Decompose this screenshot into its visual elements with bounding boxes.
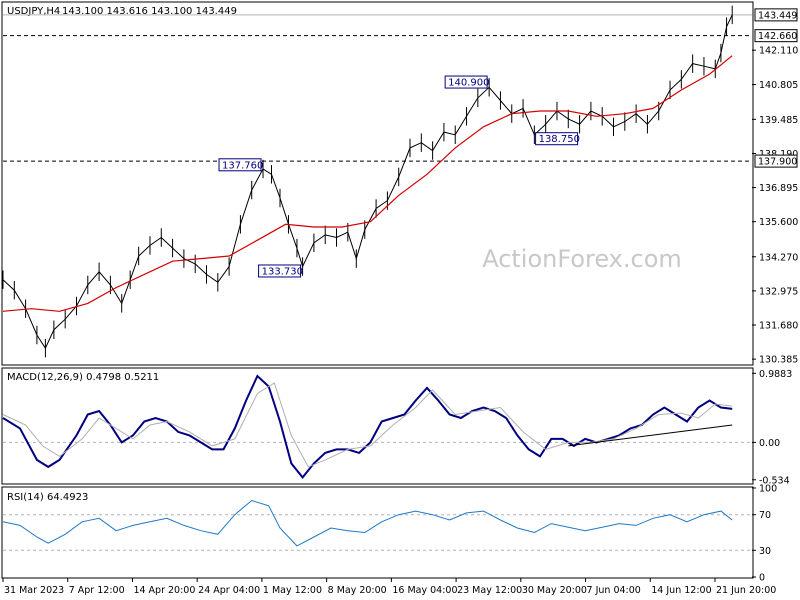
price-horizontal-levels: 142.660 137.900 143.449 (3, 8, 798, 168)
level-label-142-660: 142.660 (758, 31, 797, 42)
macd-y-tick-label: -0.534 (759, 475, 790, 486)
price-y-tick-label: 138.190 (759, 149, 798, 160)
price-series (2, 5, 733, 358)
x-tick-label: 16 May 04:00 (392, 585, 457, 596)
rsi-line (2, 499, 733, 547)
price-annotations: 140.900 137.760 133.730 138.750 (218, 75, 580, 278)
level-label-box (754, 29, 798, 43)
macd-line (2, 374, 733, 479)
price-ohlc-header: 143.100 143.616 143.100 143.449 (62, 6, 237, 17)
macd-panel: MACD(12,26,9) 0.4798 0.5211 0.9883 0.00 -0… (1, 367, 792, 486)
x-tick-label: 1 May 12:00 (263, 585, 322, 596)
rsi-panel: RSI(14) 64.4923 100 70 30 0 (1, 484, 777, 584)
rsi-y-tick-label: 30 (759, 546, 771, 557)
x-tick-label: 30 May 20:00 (522, 585, 587, 596)
x-tick-label: 14 Jun 12:00 (651, 585, 711, 596)
annotation-box-137-760 (218, 158, 262, 172)
price-y-axis: 142.110 140.805 139.485 138.190 136.895 135.6… (752, 46, 798, 366)
price-y-tick-label: 130.385 (759, 355, 798, 366)
x-tick-label: 14 Apr 20:00 (133, 585, 195, 596)
price-y-tick-label: 136.895 (759, 183, 798, 194)
level-label-box (754, 154, 798, 168)
price-y-tick-label: 134.270 (759, 252, 798, 263)
last-price-box (754, 8, 798, 22)
annotation-box-133-730 (258, 264, 302, 278)
x-tick-label: 8 May 20:00 (328, 585, 387, 596)
price-y-tick-label: 135.600 (759, 217, 798, 228)
rsi-y-tick-label: 70 (759, 510, 771, 521)
price-panel: USDJPY,H4 143.100 143.616 143.100 143.44… (1, 1, 798, 366)
annotation-label-137-760: 137.760 (222, 160, 263, 171)
macd-signal-line (2, 382, 733, 468)
macd-series (2, 374, 752, 479)
annotation-label-140-900: 140.900 (448, 78, 489, 89)
level-label-137-900: 137.900 (758, 157, 797, 168)
rsi-series (2, 499, 733, 547)
x-tick-label: 7 Apr 12:00 (69, 585, 125, 596)
price-y-tick-label: 142.110 (759, 46, 798, 57)
x-tick-label: 21 Jun 20:00 (716, 585, 776, 596)
rsi-panel-frame (1, 486, 754, 579)
rsi-y-tick-label: 100 (759, 484, 777, 495)
annotation-label-133-730: 133.730 (262, 266, 303, 277)
price-panel-frame (1, 1, 754, 366)
macd-title: MACD(12,26,9) 0.4798 0.5211 (7, 372, 159, 383)
macd-y-axis: 0.9883 0.00 -0.534 (752, 369, 792, 486)
macd-y-tick-label: 0.00 (759, 438, 780, 449)
x-tick-label: 24 Apr 04:00 (198, 585, 260, 596)
x-tick-label: 7 Jun 04:00 (587, 585, 641, 596)
rsi-y-tick-label: 0 (759, 573, 765, 584)
price-y-tick-label: 140.805 (759, 80, 798, 91)
annotation-box-138-750 (535, 132, 579, 146)
macd-trendline (568, 424, 733, 447)
price-chart-title: USDJPY,H4 (7, 6, 60, 17)
rsi-y-axis: 100 70 30 0 (752, 484, 777, 584)
macd-panel-frame (1, 367, 754, 485)
price-y-tick-label: 132.975 (759, 286, 798, 297)
price-y-tick-label: 131.680 (759, 321, 798, 332)
rsi-levels (3, 514, 752, 551)
x-axis: 31 Mar 2023 7 Apr 12:00 14 Apr 20:00 24 Apr… (2, 578, 776, 596)
rsi-title: RSI(14) 64.4923 (7, 492, 88, 503)
moving-average-line (2, 55, 733, 312)
annotation-box-140-900 (444, 75, 488, 89)
price-line (2, 14, 733, 350)
macd-y-tick-label: 0.9883 (759, 369, 792, 380)
annotation-label-138-750: 138.750 (539, 134, 580, 145)
x-tick-label: 23 May 12:00 (457, 585, 522, 596)
price-y-tick-label: 139.485 (759, 115, 798, 126)
x-tick-label: 31 Mar 2023 (4, 585, 64, 596)
last-price-label: 143.449 (758, 10, 797, 21)
watermark: ActionForex.com (482, 245, 682, 273)
